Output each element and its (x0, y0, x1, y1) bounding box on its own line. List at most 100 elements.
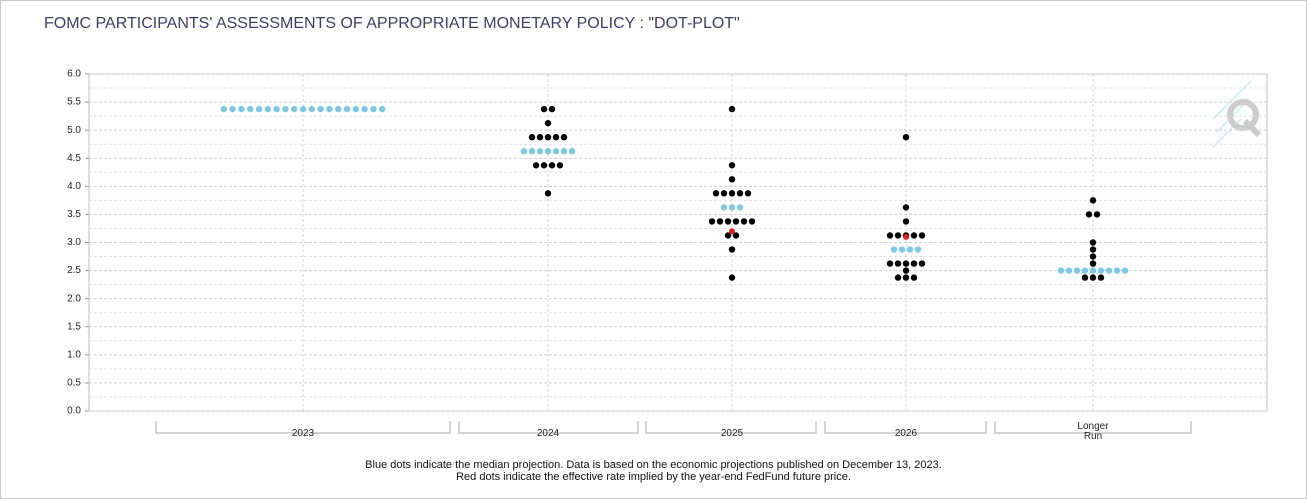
y-tick-label: 0.5 (67, 378, 81, 389)
dot (736, 190, 744, 197)
dot (247, 105, 254, 113)
dot (308, 105, 315, 113)
dot (540, 105, 548, 113)
dot (552, 133, 560, 141)
dot (902, 260, 910, 267)
y-tick-label: 3.0 (67, 237, 81, 248)
dot (724, 232, 732, 239)
dot (1097, 267, 1105, 274)
dot (520, 148, 528, 155)
dot (1073, 267, 1081, 274)
dot (1089, 253, 1097, 260)
dot (1121, 267, 1129, 274)
dot (740, 218, 748, 225)
dot (343, 105, 351, 113)
dot (1093, 211, 1101, 218)
dot (299, 105, 307, 113)
dot (317, 105, 324, 113)
dot (890, 246, 898, 253)
dot (914, 246, 922, 253)
y-tick-label: 1.5 (67, 321, 81, 332)
dot (906, 246, 914, 253)
dot (902, 274, 910, 281)
dot (548, 162, 556, 169)
dot (918, 232, 926, 239)
dot (540, 162, 548, 169)
dot (273, 105, 280, 113)
x-tick-label: 2026 (894, 428, 918, 439)
dot (902, 267, 910, 274)
y-tick-label: 5.0 (67, 125, 81, 136)
dot (220, 105, 227, 113)
dot (1089, 246, 1097, 253)
dot (361, 105, 368, 113)
dot (902, 218, 910, 225)
dot (894, 274, 902, 281)
dot (910, 274, 918, 281)
dot (560, 133, 568, 141)
dot (1097, 274, 1105, 281)
dot (1089, 267, 1097, 274)
dot (708, 218, 716, 225)
y-tick-label: 4.5 (67, 153, 81, 164)
chart-title: FOMC PARTICIPANTS' ASSESSMENTS OF APPROP… (44, 15, 740, 32)
dot (716, 218, 724, 225)
dot (528, 148, 536, 155)
dot (728, 274, 736, 281)
y-tick-label: 2.0 (67, 293, 81, 304)
dot (728, 246, 736, 253)
dot (1105, 267, 1113, 274)
dot (1081, 267, 1089, 274)
dot (370, 105, 377, 113)
category-bracket (458, 421, 639, 434)
x-tick-label: Longer Run (1077, 421, 1109, 442)
dot (886, 232, 894, 239)
dot (728, 162, 736, 169)
dot (379, 105, 386, 113)
y-tick-label: 3.5 (67, 209, 81, 220)
category-bracket (824, 421, 987, 434)
dot (532, 162, 540, 169)
dot (903, 233, 909, 240)
dot (1089, 197, 1097, 204)
dot (918, 260, 926, 267)
dot (238, 105, 245, 113)
dot (255, 105, 263, 113)
dot (352, 105, 359, 113)
x-tick-label: 2023 (291, 428, 315, 439)
dot (1065, 267, 1073, 274)
dot (1081, 274, 1089, 281)
category-bracket (155, 421, 451, 434)
dot (556, 162, 564, 169)
dot (326, 105, 333, 113)
dot (720, 190, 728, 197)
category-bracket (645, 421, 817, 434)
y-tick-label: 2.5 (67, 265, 81, 276)
dot (728, 190, 736, 197)
footnote: Blue dots indicate the median projection… (365, 459, 942, 471)
dot (1085, 211, 1093, 218)
dot (1113, 267, 1121, 274)
dot (910, 260, 918, 267)
dot (748, 218, 756, 225)
y-tick-label: 6.0 (67, 69, 81, 80)
logo (1212, 80, 1262, 148)
dot (568, 148, 576, 155)
dot (736, 204, 744, 211)
x-tick-label: 2025 (720, 428, 744, 439)
dot (898, 246, 906, 253)
dot (902, 133, 910, 141)
dot (886, 260, 894, 267)
dot (536, 133, 544, 141)
dot (548, 105, 556, 113)
footnote: Red dots indicate the effective rate imp… (456, 471, 851, 483)
dot (732, 218, 740, 225)
y-tick-label: 1.0 (67, 349, 81, 360)
dot (728, 176, 736, 183)
dot (902, 204, 910, 211)
dot (544, 148, 552, 155)
dot (544, 190, 552, 197)
dot (728, 105, 736, 113)
